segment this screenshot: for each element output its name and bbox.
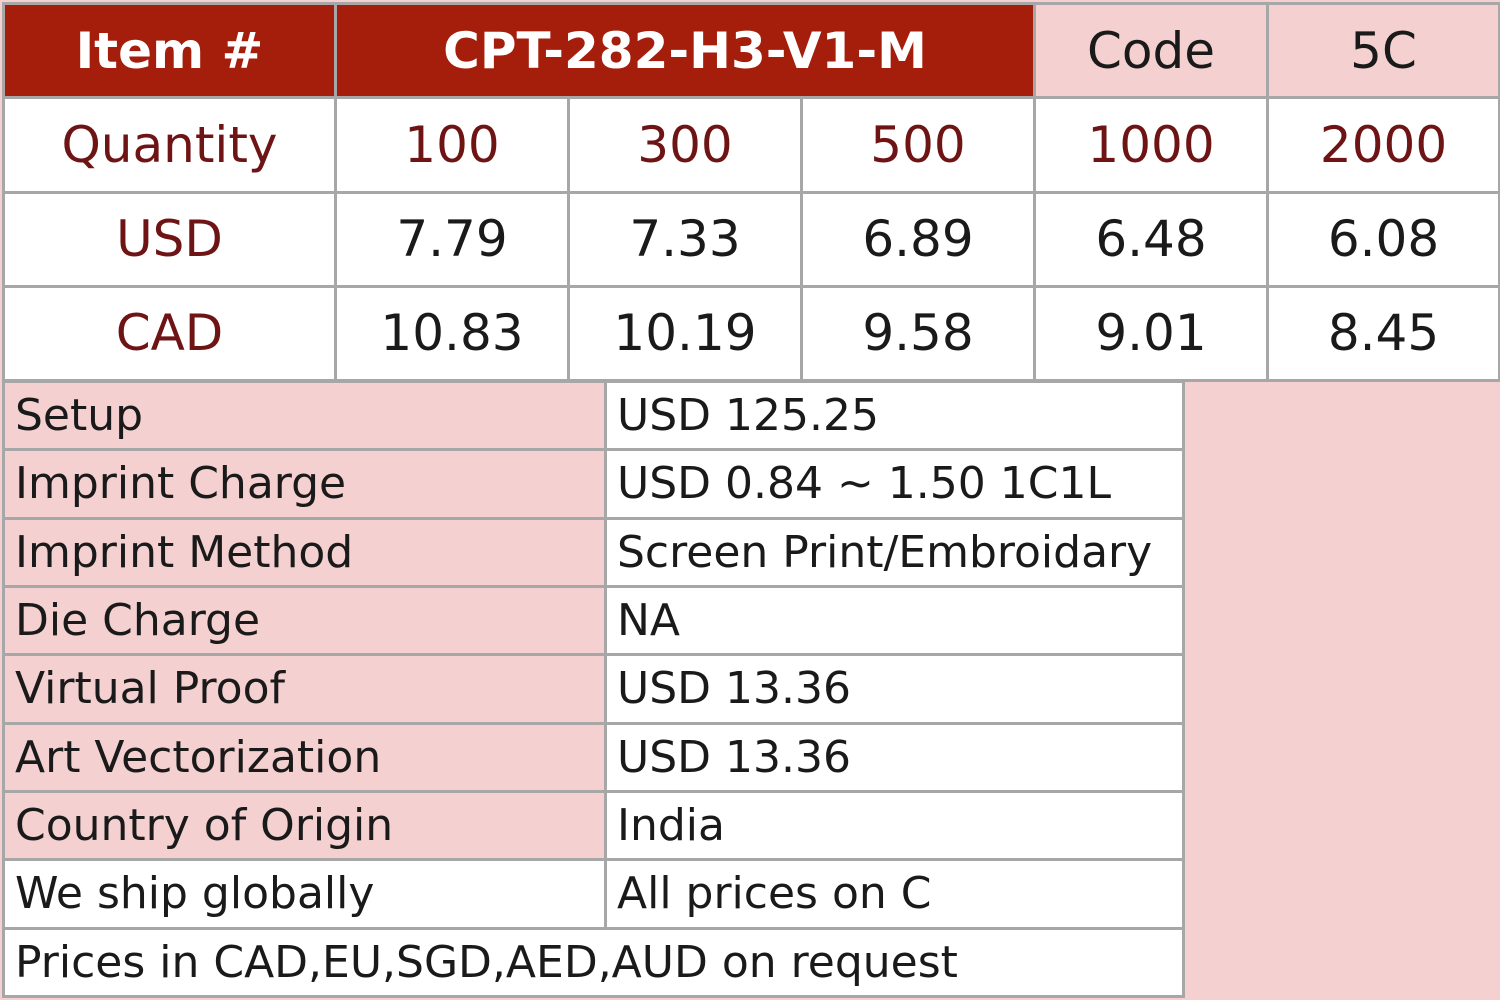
header-row: Item # CPT-282-H3-V1-M Code 5C — [2, 1, 1500, 100]
detail-value-die-charge: NA — [604, 584, 1185, 657]
detail-value-art-vectorization: USD 13.36 — [604, 721, 1185, 793]
price-table: Item # CPT-282-H3-V1-M Code 5C Quantity … — [2, 1, 1500, 383]
detail-key-setup: Setup — [2, 379, 607, 452]
detail-value-setup: USD 125.25 — [604, 379, 1185, 452]
price-cell: 6.08 — [1266, 190, 1500, 288]
price-cell: 10.83 — [334, 284, 570, 383]
quantity-cell: 300 — [567, 96, 803, 194]
detail-value-imprint-charge: USD 0.84 ~ 1.50 1C1L — [604, 448, 1185, 520]
details-table: Setup USD 125.25 Imprint Charge USD 0.84… — [2, 379, 1185, 999]
detail-key-imprint-method: Imprint Method — [2, 516, 607, 588]
detail-row: Setup USD 125.25 — [2, 379, 1185, 452]
detail-value-virtual-proof: USD 13.36 — [604, 653, 1185, 725]
item-number-label: Item # — [2, 1, 337, 100]
usd-price-row: USD 7.79 7.33 6.89 6.48 6.08 — [2, 190, 1500, 288]
detail-row: Country of Origin India — [2, 789, 1185, 862]
detail-row: We ship globally All prices on C — [2, 858, 1185, 930]
price-cell: 7.33 — [567, 190, 803, 288]
detail-key-country-of-origin: Country of Origin — [2, 789, 607, 862]
quantity-label: Quantity — [2, 96, 337, 194]
detail-row: Imprint Charge USD 0.84 ~ 1.50 1C1L — [2, 448, 1185, 520]
detail-value-shipping: All prices on C — [604, 858, 1185, 930]
currency-label-cad: CAD — [2, 284, 337, 383]
detail-key-die-charge: Die Charge — [2, 584, 607, 657]
footer-note: Prices in CAD,EU,SGD,AED,AUD on request — [2, 926, 1185, 999]
item-code: CPT-282-H3-V1-M — [333, 1, 1037, 100]
quantity-cell: 2000 — [1266, 96, 1500, 194]
quantity-cell: 1000 — [1033, 96, 1270, 194]
detail-key-imprint-charge: Imprint Charge — [2, 448, 607, 520]
detail-row: Virtual Proof USD 13.36 — [2, 653, 1185, 725]
code-value: 5C — [1266, 1, 1500, 100]
price-cell: 8.45 — [1266, 284, 1500, 383]
detail-row: Imprint Method Screen Print/Embroidary — [2, 516, 1185, 588]
quantity-cell: 100 — [334, 96, 570, 194]
detail-key-virtual-proof: Virtual Proof — [2, 653, 607, 725]
detail-row: Die Charge NA — [2, 584, 1185, 657]
price-cell: 9.58 — [799, 284, 1037, 383]
quantity-row: Quantity 100 300 500 1000 2000 — [2, 96, 1500, 194]
price-cell: 7.79 — [334, 190, 570, 288]
detail-key-art-vectorization: Art Vectorization — [2, 721, 607, 793]
price-cell: 10.19 — [567, 284, 803, 383]
currency-label-usd: USD — [2, 190, 337, 288]
detail-row: Art Vectorization USD 13.36 — [2, 721, 1185, 793]
price-cell: 6.89 — [799, 190, 1037, 288]
code-label: Code — [1033, 1, 1270, 100]
detail-key-shipping: We ship globally — [2, 858, 607, 930]
price-cell: 6.48 — [1033, 190, 1270, 288]
cad-price-row: CAD 10.83 10.19 9.58 9.01 8.45 — [2, 284, 1500, 383]
detail-value-country-of-origin: India — [604, 789, 1185, 862]
quantity-cell: 500 — [799, 96, 1037, 194]
price-cell: 9.01 — [1033, 284, 1270, 383]
detail-value-imprint-method: Screen Print/Embroidary — [604, 516, 1185, 588]
footer-row: Prices in CAD,EU,SGD,AED,AUD on request — [2, 926, 1185, 999]
